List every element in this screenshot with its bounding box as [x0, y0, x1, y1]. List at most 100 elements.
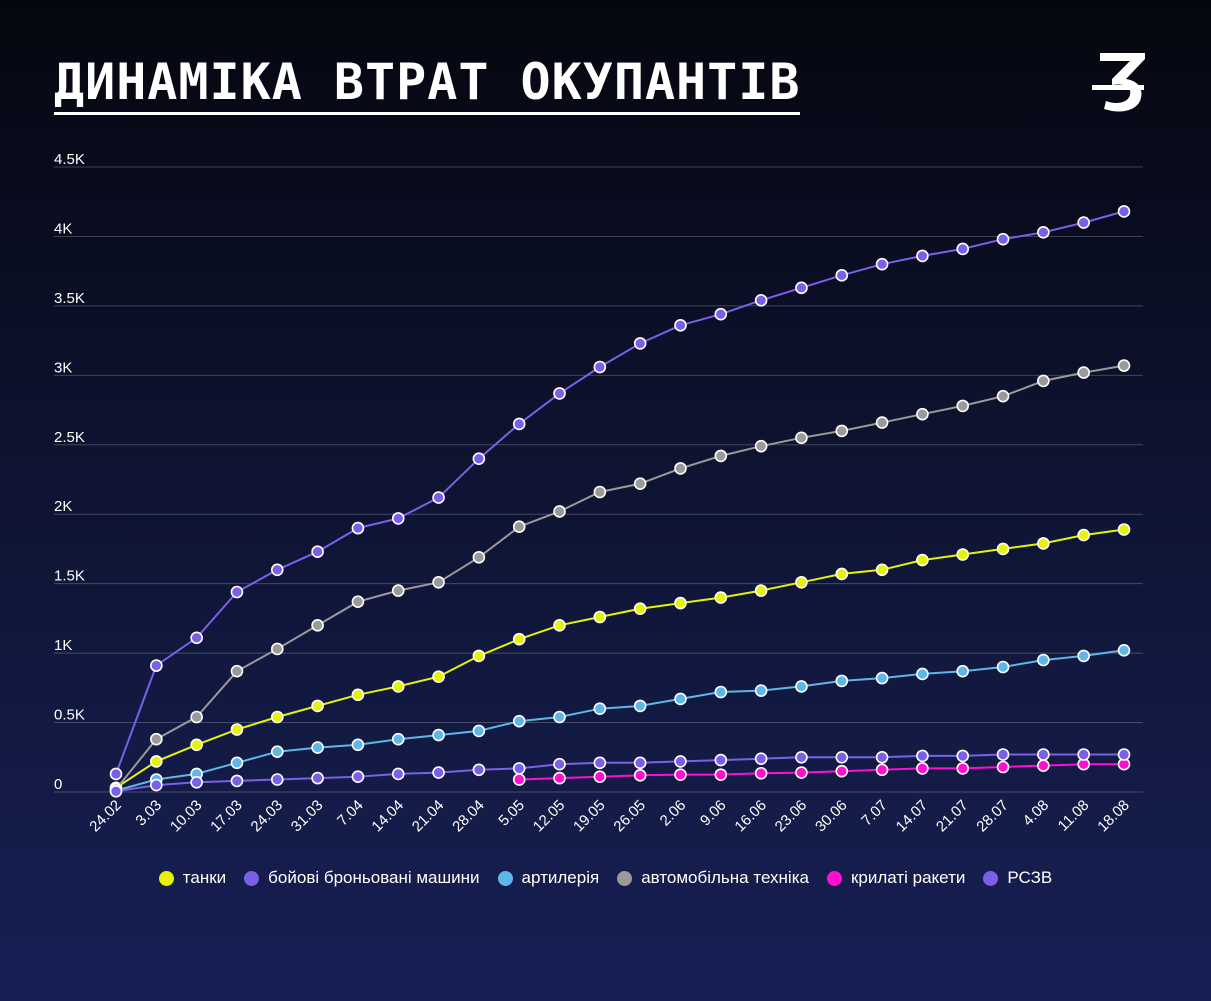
- data-point[interactable]: [754, 584, 768, 597]
- data-point[interactable]: [512, 773, 526, 786]
- data-point[interactable]: [351, 770, 365, 784]
- data-point[interactable]: [714, 685, 728, 699]
- data-point[interactable]: [956, 399, 970, 413]
- data-point[interactable]: [270, 773, 284, 786]
- data-point[interactable]: [472, 649, 486, 663]
- data-point[interactable]: [270, 710, 284, 724]
- data-point[interactable]: [795, 431, 808, 445]
- data-point[interactable]: [270, 642, 284, 656]
- legend-item[interactable]: бойові броньовані машини: [244, 868, 480, 888]
- data-point[interactable]: [714, 307, 728, 321]
- data-point[interactable]: [391, 584, 405, 597]
- data-point[interactable]: [311, 619, 324, 632]
- data-point[interactable]: [593, 702, 607, 715]
- data-point[interactable]: [1117, 523, 1131, 536]
- data-point[interactable]: [190, 631, 203, 645]
- data-point[interactable]: [1077, 528, 1090, 542]
- data-point[interactable]: [351, 738, 365, 752]
- data-point[interactable]: [633, 699, 647, 713]
- data-point[interactable]: [633, 477, 647, 490]
- data-point[interactable]: [1117, 644, 1131, 657]
- data-point[interactable]: [1037, 748, 1050, 761]
- legend-item[interactable]: автомобільна техніка: [617, 868, 809, 888]
- data-point[interactable]: [835, 269, 849, 282]
- data-point[interactable]: [754, 752, 768, 765]
- data-point[interactable]: [875, 563, 889, 577]
- data-point[interactable]: [674, 692, 687, 706]
- data-point[interactable]: [351, 595, 365, 609]
- data-point[interactable]: [391, 680, 405, 693]
- data-point[interactable]: [311, 741, 324, 754]
- data-point[interactable]: [190, 738, 203, 752]
- data-point[interactable]: [754, 766, 768, 780]
- data-point[interactable]: [875, 750, 889, 764]
- data-point[interactable]: [674, 462, 687, 475]
- data-point[interactable]: [956, 749, 970, 763]
- data-point[interactable]: [916, 553, 929, 567]
- data-point[interactable]: [674, 596, 687, 610]
- data-point[interactable]: [916, 749, 929, 763]
- data-point[interactable]: [593, 485, 607, 499]
- data-point[interactable]: [230, 723, 244, 736]
- data-point[interactable]: [875, 257, 889, 271]
- data-point[interactable]: [150, 755, 163, 768]
- data-point[interactable]: [391, 767, 405, 781]
- legend-item[interactable]: крилаті ракети: [826, 868, 965, 888]
- data-point[interactable]: [432, 728, 445, 742]
- data-point[interactable]: [432, 670, 445, 684]
- data-point[interactable]: [996, 232, 1010, 246]
- data-point[interactable]: [472, 724, 486, 738]
- data-point[interactable]: [916, 762, 929, 775]
- data-point[interactable]: [633, 769, 647, 782]
- data-point[interactable]: [472, 452, 486, 465]
- data-point[interactable]: [916, 667, 929, 681]
- data-point[interactable]: [190, 775, 203, 789]
- data-point[interactable]: [996, 760, 1010, 774]
- data-point[interactable]: [512, 762, 526, 775]
- data-point[interactable]: [754, 294, 768, 307]
- data-point[interactable]: [714, 753, 728, 767]
- data-point[interactable]: [714, 449, 728, 463]
- data-point[interactable]: [190, 710, 203, 724]
- data-point[interactable]: [956, 548, 970, 561]
- data-point[interactable]: [674, 755, 687, 768]
- data-point[interactable]: [916, 249, 929, 263]
- data-point[interactable]: [391, 512, 405, 525]
- data-point[interactable]: [472, 763, 486, 777]
- data-point[interactable]: [835, 750, 849, 764]
- data-point[interactable]: [553, 387, 566, 400]
- data-point[interactable]: [351, 688, 365, 702]
- data-point[interactable]: [230, 585, 244, 599]
- data-point[interactable]: [512, 520, 526, 534]
- data-point[interactable]: [714, 768, 728, 781]
- data-point[interactable]: [996, 389, 1010, 403]
- data-point[interactable]: [633, 602, 647, 615]
- data-point[interactable]: [311, 771, 324, 785]
- data-point[interactable]: [674, 768, 687, 781]
- data-point[interactable]: [835, 424, 849, 438]
- data-point[interactable]: [916, 407, 929, 421]
- data-point[interactable]: [230, 756, 244, 770]
- data-point[interactable]: [1037, 759, 1050, 772]
- data-point[interactable]: [754, 684, 768, 697]
- data-point[interactable]: [835, 764, 849, 778]
- data-point[interactable]: [714, 591, 728, 604]
- data-point[interactable]: [553, 710, 566, 724]
- data-point[interactable]: [835, 674, 849, 688]
- data-point[interactable]: [1037, 225, 1050, 239]
- data-point[interactable]: [311, 545, 324, 559]
- data-point[interactable]: [512, 714, 526, 728]
- data-point[interactable]: [391, 732, 405, 746]
- data-point[interactable]: [875, 763, 889, 777]
- data-point[interactable]: [1077, 366, 1090, 379]
- data-point[interactable]: [553, 757, 566, 771]
- data-point[interactable]: [593, 756, 607, 770]
- data-point[interactable]: [150, 659, 163, 672]
- data-point[interactable]: [593, 770, 607, 784]
- data-point[interactable]: [351, 521, 365, 535]
- data-point[interactable]: [553, 771, 566, 785]
- data-point[interactable]: [472, 550, 486, 564]
- data-point[interactable]: [1037, 537, 1050, 550]
- data-point[interactable]: [270, 745, 284, 759]
- data-point[interactable]: [633, 756, 647, 770]
